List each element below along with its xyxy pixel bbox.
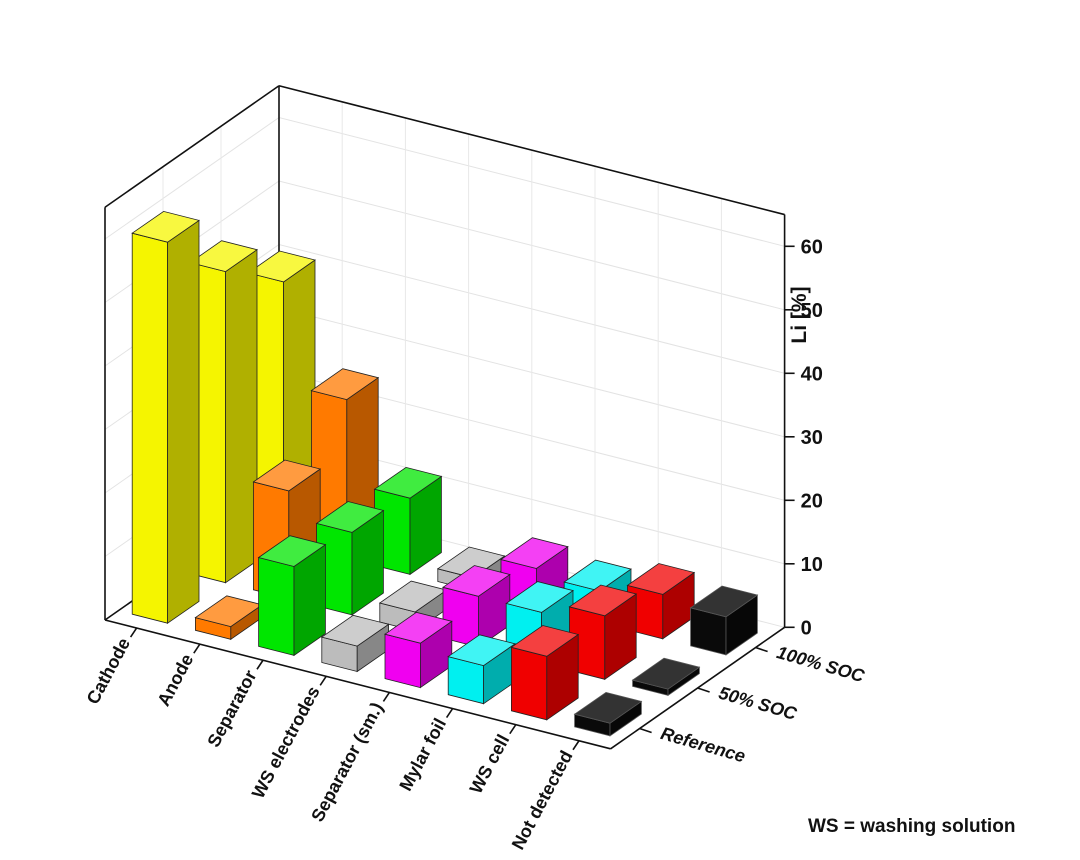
x-tick-mark	[193, 643, 201, 654]
bar-top-face	[310, 368, 380, 401]
bar	[447, 634, 516, 705]
series-tick-mark	[755, 646, 768, 653]
bar	[384, 611, 453, 689]
series-label: 50% SOC	[716, 683, 799, 725]
y-tick-label: 0	[801, 617, 812, 639]
bar-top-face	[500, 537, 569, 569]
footnote: WS = washing solution	[808, 816, 1016, 837]
x-tick-mark	[572, 740, 580, 751]
x-tick-mark	[382, 692, 391, 702]
category-label: Separator	[203, 667, 260, 751]
bar	[320, 614, 390, 673]
axis-frame-line	[104, 85, 280, 208]
bar-top-face	[573, 691, 643, 724]
axis-frame-line	[104, 619, 611, 750]
bars	[131, 210, 759, 737]
bar	[257, 535, 327, 657]
bar	[510, 625, 580, 721]
x-tick-mark	[445, 708, 454, 718]
bar-top-face	[315, 501, 385, 533]
x-tick-mark	[256, 659, 264, 670]
bar	[631, 657, 701, 697]
x-tick-mark	[319, 675, 327, 686]
bar-top-face	[257, 535, 327, 567]
bar-side-face	[225, 248, 258, 584]
bar-top-face	[447, 634, 516, 667]
bar	[373, 466, 443, 576]
y-tick-label: 10	[801, 554, 823, 576]
series-tick-mark	[697, 687, 710, 693]
bar-top-face	[373, 466, 443, 499]
bar-top-face	[563, 559, 632, 592]
y-tick-label: 30	[801, 427, 823, 449]
bar-top-face	[384, 611, 453, 644]
bar	[315, 501, 385, 616]
bar-top-face	[247, 250, 316, 283]
bar	[131, 210, 200, 624]
bar-top-face	[626, 563, 696, 595]
series-label: Reference	[658, 723, 747, 766]
bar-top-face	[505, 581, 574, 613]
category-label: Anode	[153, 651, 197, 710]
y-tick-label: 60	[801, 236, 823, 258]
bar-front-face	[510, 646, 548, 721]
bar-top-face	[631, 657, 701, 690]
category-label: Not detected	[508, 747, 577, 853]
bar	[189, 240, 258, 584]
y-tick-label: 20	[801, 490, 823, 512]
y-tick-label: 50	[801, 300, 823, 322]
series-tick-mark	[639, 727, 652, 734]
bar-front-face	[131, 232, 169, 624]
bar-top-face	[568, 584, 638, 617]
y-axis-title: Li [%]	[788, 286, 811, 343]
category-label: WS cell	[466, 731, 514, 797]
y-tick-label: 40	[801, 363, 823, 385]
category-label: Mylar foil	[395, 715, 450, 794]
bar-top-face	[442, 565, 511, 597]
category-label: Cathode	[83, 634, 134, 707]
bar-top-face	[510, 625, 580, 657]
bar	[689, 585, 759, 656]
x-tick-mark	[509, 724, 517, 735]
bar	[194, 595, 264, 641]
bar-top-face	[252, 459, 322, 492]
bar-side-face	[167, 219, 200, 624]
bar-top-face	[131, 210, 200, 243]
series-label: 100% SOC	[774, 642, 867, 686]
category-label: WS electrodes	[248, 683, 324, 802]
bar-top-face	[189, 240, 258, 273]
bar-front-face	[258, 556, 295, 656]
bar-top-face	[320, 614, 390, 647]
category-label: Separator (sm.)	[307, 699, 387, 825]
axis-frame-line	[278, 84, 785, 216]
bar-top-face	[689, 585, 759, 618]
x-tick-mark	[129, 627, 138, 638]
bar	[573, 691, 643, 737]
